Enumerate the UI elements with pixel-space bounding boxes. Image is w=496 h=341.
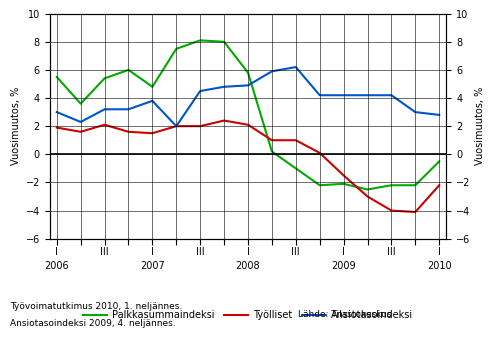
Palkkasummaindeksi bbox=[197, 38, 203, 42]
Ansiotasoindeksi bbox=[78, 120, 84, 124]
Ansiotasoindeksi bbox=[293, 65, 299, 69]
Työlliset bbox=[173, 124, 179, 128]
Työlliset bbox=[269, 138, 275, 142]
Text: 2006: 2006 bbox=[45, 261, 69, 271]
Palkkasummaindeksi bbox=[149, 85, 155, 89]
Ansiotasoindeksi bbox=[269, 69, 275, 73]
Text: Lähde: Tilastokeskus: Lähde: Tilastokeskus bbox=[298, 310, 391, 319]
Työlliset bbox=[436, 183, 442, 187]
Ansiotasoindeksi bbox=[125, 107, 131, 111]
Työlliset bbox=[341, 173, 347, 177]
Palkkasummaindeksi bbox=[317, 183, 323, 187]
Palkkasummaindeksi bbox=[125, 68, 131, 72]
Y-axis label: Vuosimuutos, %: Vuosimuutos, % bbox=[475, 87, 485, 165]
Työlliset bbox=[125, 130, 131, 134]
Työlliset bbox=[245, 123, 251, 127]
Työlliset bbox=[197, 124, 203, 128]
Ansiotasoindeksi bbox=[149, 99, 155, 103]
Palkkasummaindeksi bbox=[54, 75, 60, 79]
Palkkasummaindeksi bbox=[221, 40, 227, 44]
Legend: Palkkasummaindeksi, Työlliset, Ansiotasoindeksi: Palkkasummaindeksi, Työlliset, Ansiotaso… bbox=[79, 307, 417, 324]
Palkkasummaindeksi bbox=[436, 159, 442, 163]
Ansiotasoindeksi bbox=[412, 110, 418, 114]
Työlliset bbox=[149, 131, 155, 135]
Työlliset bbox=[412, 210, 418, 214]
Palkkasummaindeksi bbox=[412, 183, 418, 187]
Text: Ansiotasoindeksi 2009, 4. neljännes.: Ansiotasoindeksi 2009, 4. neljännes. bbox=[10, 319, 176, 328]
Palkkasummaindeksi bbox=[293, 166, 299, 170]
Palkkasummaindeksi bbox=[173, 47, 179, 51]
Ansiotasoindeksi bbox=[365, 93, 371, 97]
Ansiotasoindeksi bbox=[341, 93, 347, 97]
Line: Palkkasummaindeksi: Palkkasummaindeksi bbox=[57, 40, 439, 190]
Palkkasummaindeksi bbox=[388, 183, 394, 187]
Ansiotasoindeksi bbox=[317, 93, 323, 97]
Palkkasummaindeksi bbox=[245, 71, 251, 75]
Työlliset bbox=[54, 125, 60, 130]
Line: Työlliset: Työlliset bbox=[57, 121, 439, 212]
Palkkasummaindeksi bbox=[78, 102, 84, 106]
Työlliset bbox=[221, 119, 227, 123]
Ansiotasoindeksi bbox=[221, 85, 227, 89]
Text: Työvoimatutkimus 2010, 1. neljännes.: Työvoimatutkimus 2010, 1. neljännes. bbox=[10, 302, 182, 311]
Palkkasummaindeksi bbox=[102, 76, 108, 80]
Text: 2007: 2007 bbox=[140, 261, 165, 271]
Palkkasummaindeksi bbox=[365, 188, 371, 192]
Text: 2008: 2008 bbox=[236, 261, 260, 271]
Y-axis label: Vuosimuutos, %: Vuosimuutos, % bbox=[11, 87, 21, 165]
Työlliset bbox=[388, 208, 394, 213]
Ansiotasoindeksi bbox=[54, 110, 60, 114]
Työlliset bbox=[102, 123, 108, 127]
Työlliset bbox=[365, 194, 371, 198]
Ansiotasoindeksi bbox=[173, 124, 179, 128]
Text: 2010: 2010 bbox=[427, 261, 451, 271]
Text: 2009: 2009 bbox=[331, 261, 356, 271]
Ansiotasoindeksi bbox=[436, 113, 442, 117]
Ansiotasoindeksi bbox=[102, 107, 108, 111]
Palkkasummaindeksi bbox=[269, 149, 275, 153]
Työlliset bbox=[293, 138, 299, 142]
Työlliset bbox=[317, 151, 323, 155]
Ansiotasoindeksi bbox=[388, 93, 394, 97]
Ansiotasoindeksi bbox=[197, 89, 203, 93]
Työlliset bbox=[78, 130, 84, 134]
Palkkasummaindeksi bbox=[341, 182, 347, 186]
Ansiotasoindeksi bbox=[245, 83, 251, 87]
Line: Ansiotasoindeksi: Ansiotasoindeksi bbox=[57, 67, 439, 126]
